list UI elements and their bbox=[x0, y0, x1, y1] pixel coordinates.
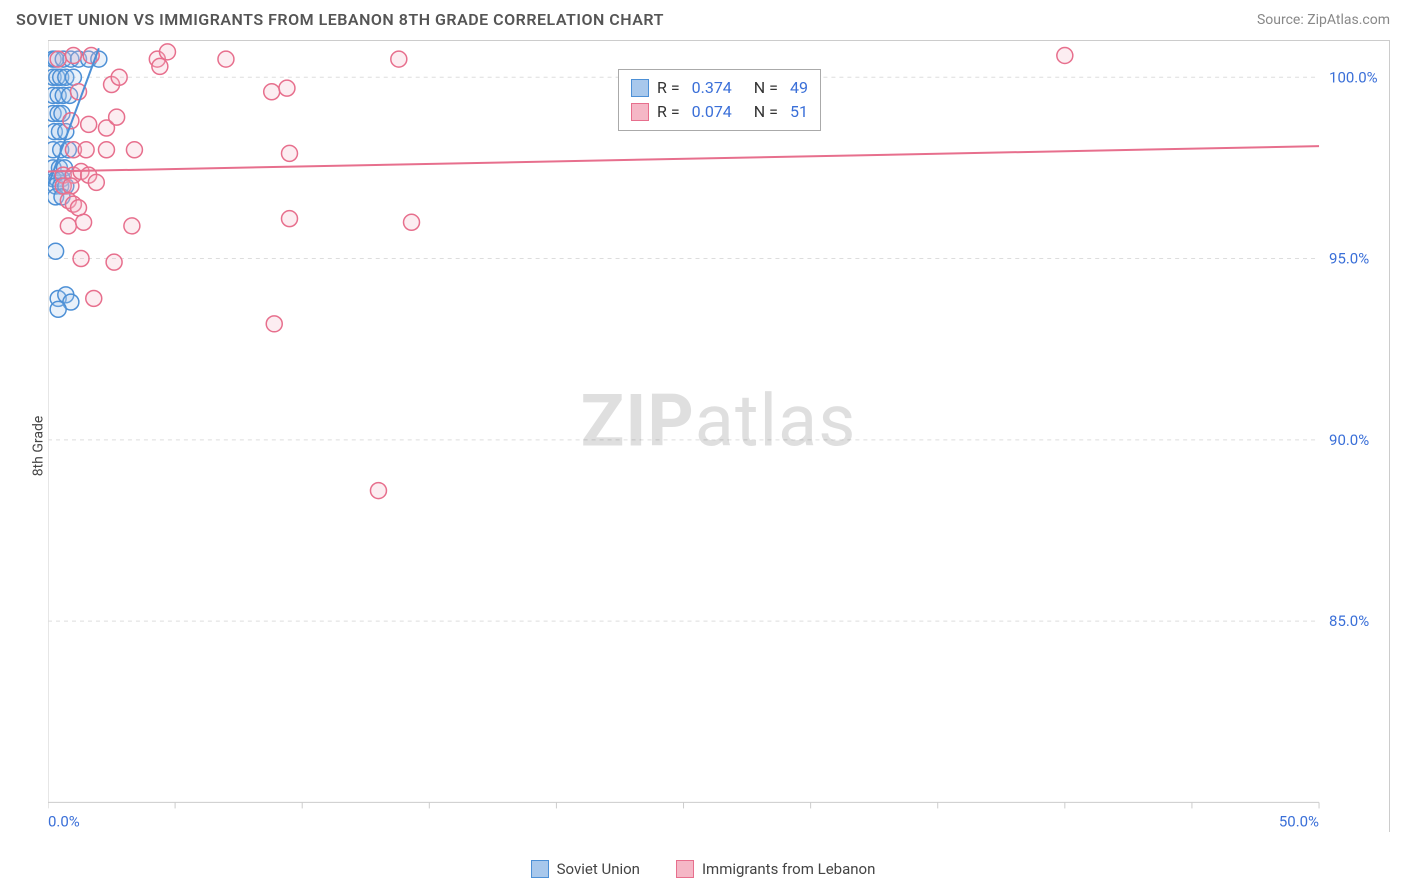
data-point bbox=[282, 211, 298, 227]
legend-r-value: 0.074 bbox=[692, 100, 732, 124]
legend-n-label: N = bbox=[754, 100, 778, 124]
data-point bbox=[98, 142, 114, 158]
data-point bbox=[86, 290, 102, 306]
data-point bbox=[279, 80, 295, 96]
data-point bbox=[124, 218, 140, 234]
data-point bbox=[391, 51, 407, 67]
x-tick-label: 50.0% bbox=[1279, 812, 1319, 830]
legend-n-value: 51 bbox=[790, 100, 808, 124]
data-point bbox=[266, 316, 282, 332]
chart-area: 85.0%90.0%95.0%100.0%0.0%50.0% ZIPatlas … bbox=[48, 40, 1390, 832]
data-point bbox=[50, 51, 66, 67]
data-point bbox=[65, 48, 81, 64]
data-point bbox=[78, 142, 94, 158]
legend-swatch bbox=[531, 860, 549, 878]
data-point bbox=[370, 483, 386, 499]
data-point bbox=[73, 251, 89, 267]
data-point bbox=[126, 142, 142, 158]
data-point bbox=[404, 214, 420, 230]
legend-row: R = 0.374 N = 49 bbox=[631, 76, 808, 100]
data-point bbox=[264, 84, 280, 100]
data-point bbox=[88, 174, 104, 190]
legend-n-label: N = bbox=[754, 76, 778, 100]
legend-swatch bbox=[631, 79, 649, 97]
legend-r-label: R = bbox=[657, 76, 680, 100]
data-point bbox=[65, 69, 81, 85]
legend-label: Immigrants from Lebanon bbox=[702, 860, 875, 878]
y-tick-label: 95.0% bbox=[1329, 250, 1369, 268]
data-point bbox=[48, 243, 64, 259]
legend-n-value: 49 bbox=[790, 76, 808, 100]
legend-item: Soviet Union bbox=[531, 860, 640, 878]
legend-series: Soviet Union Immigrants from Lebanon bbox=[0, 860, 1406, 882]
data-point bbox=[106, 254, 122, 270]
x-tick-label: 0.0% bbox=[48, 812, 80, 830]
page-title: SOVIET UNION VS IMMIGRANTS FROM LEBANON … bbox=[16, 10, 664, 29]
y-tick-label: 85.0% bbox=[1329, 612, 1369, 630]
legend-row: R = 0.074 N = 51 bbox=[631, 100, 808, 124]
y-tick-label: 90.0% bbox=[1329, 431, 1369, 449]
source-label: Source: ZipAtlas.com bbox=[1257, 12, 1390, 28]
scatter-plot: 85.0% 90.0% 95.0% 100.0% 0.0% 50.0% bbox=[48, 41, 1389, 832]
header: SOVIET UNION VS IMMIGRANTS FROM LEBANON … bbox=[0, 0, 1406, 35]
data-point bbox=[71, 200, 87, 216]
data-point bbox=[63, 178, 79, 194]
legend-swatch bbox=[676, 860, 694, 878]
data-point bbox=[218, 51, 234, 67]
legend-r-value: 0.374 bbox=[692, 76, 732, 100]
y-tick-label: 100.0% bbox=[1329, 68, 1378, 86]
data-point bbox=[1057, 48, 1073, 64]
data-point bbox=[159, 44, 175, 60]
data-point bbox=[109, 109, 125, 125]
data-point bbox=[76, 214, 92, 230]
legend-item: Immigrants from Lebanon bbox=[676, 860, 875, 878]
y-axis-label: 8th Grade bbox=[30, 416, 46, 477]
legend-r-label: R = bbox=[657, 100, 680, 124]
legend-label: Soviet Union bbox=[557, 860, 640, 878]
trend-line bbox=[48, 146, 1319, 171]
data-point bbox=[60, 218, 76, 234]
data-point bbox=[152, 58, 168, 74]
data-point bbox=[81, 116, 97, 132]
data-point bbox=[282, 145, 298, 161]
legend-swatch bbox=[631, 103, 649, 121]
data-point bbox=[50, 301, 66, 317]
data-point bbox=[111, 69, 127, 85]
legend-correlation: R = 0.374 N = 49 R = 0.074 N = 51 bbox=[618, 69, 821, 131]
